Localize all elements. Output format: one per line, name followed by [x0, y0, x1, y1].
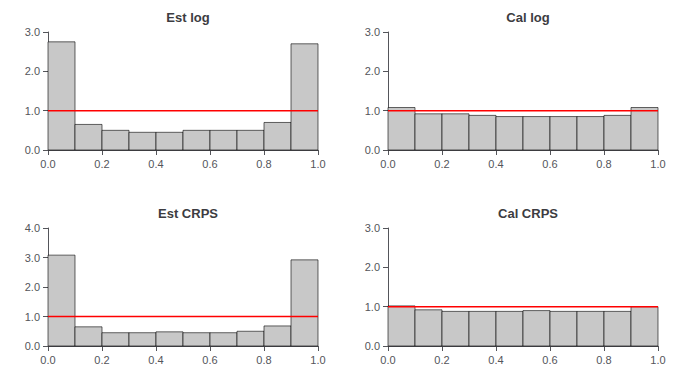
svg-text:1.0: 1.0 — [650, 158, 665, 170]
svg-text:4.0: 4.0 — [25, 222, 40, 234]
svg-text:2.0: 2.0 — [365, 261, 380, 273]
svg-text:0.2: 0.2 — [434, 354, 449, 366]
svg-text:0.0: 0.0 — [25, 340, 40, 352]
svg-text:0.8: 0.8 — [596, 354, 611, 366]
svg-text:0.4: 0.4 — [148, 158, 163, 170]
svg-text:3.0: 3.0 — [25, 252, 40, 264]
svg-text:0.2: 0.2 — [434, 158, 449, 170]
svg-text:0.6: 0.6 — [542, 158, 557, 170]
svg-text:2.0: 2.0 — [365, 65, 380, 77]
svg-text:1.0: 1.0 — [310, 158, 325, 170]
svg-text:Cal CRPS: Cal CRPS — [498, 206, 558, 221]
svg-text:2.0: 2.0 — [25, 281, 40, 293]
svg-text:0.6: 0.6 — [202, 354, 217, 366]
svg-text:2.0: 2.0 — [25, 65, 40, 77]
svg-text:0.8: 0.8 — [256, 354, 271, 366]
svg-text:1.0: 1.0 — [25, 311, 40, 323]
svg-text:0.8: 0.8 — [596, 158, 611, 170]
svg-text:0.0: 0.0 — [365, 340, 380, 352]
svg-text:0.0: 0.0 — [380, 354, 395, 366]
svg-text:Est log: Est log — [166, 10, 209, 25]
svg-text:1.0: 1.0 — [365, 105, 380, 117]
svg-text:0.4: 0.4 — [148, 354, 163, 366]
svg-text:3.0: 3.0 — [365, 26, 380, 38]
svg-text:0.0: 0.0 — [40, 158, 55, 170]
svg-text:1.0: 1.0 — [365, 301, 380, 313]
svg-text:Est CRPS: Est CRPS — [158, 206, 218, 221]
svg-text:0.6: 0.6 — [202, 158, 217, 170]
svg-text:0.0: 0.0 — [380, 158, 395, 170]
svg-text:3.0: 3.0 — [25, 26, 40, 38]
svg-text:0.2: 0.2 — [94, 354, 109, 366]
svg-text:3.0: 3.0 — [365, 222, 380, 234]
svg-text:1.0: 1.0 — [650, 354, 665, 366]
svg-text:0.0: 0.0 — [365, 144, 380, 156]
svg-text:0.0: 0.0 — [25, 144, 40, 156]
svg-text:1.0: 1.0 — [310, 354, 325, 366]
svg-text:1.0: 1.0 — [25, 105, 40, 117]
svg-text:0.4: 0.4 — [488, 354, 503, 366]
svg-text:0.8: 0.8 — [256, 158, 271, 170]
svg-text:Cal log: Cal log — [506, 10, 549, 25]
svg-text:0.0: 0.0 — [40, 354, 55, 366]
svg-text:0.6: 0.6 — [542, 354, 557, 366]
svg-text:0.4: 0.4 — [488, 158, 503, 170]
svg-text:0.2: 0.2 — [94, 158, 109, 170]
